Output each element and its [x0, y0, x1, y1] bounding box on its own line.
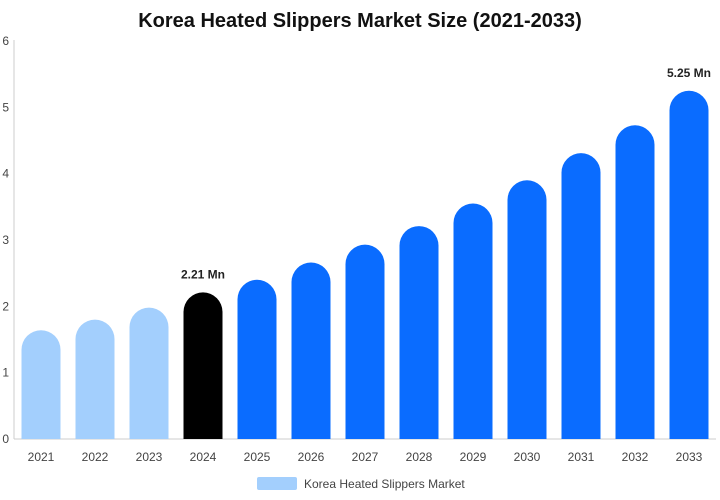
y-axis-ticks: 0 1 2 3 4 5 6 — [2, 34, 9, 446]
y-tick-label: 1 — [2, 366, 9, 380]
bar-2028 — [399, 226, 439, 439]
x-tick-label: 2031 — [568, 450, 595, 464]
bar-2023 — [129, 307, 169, 439]
y-tick-label: 2 — [2, 299, 9, 313]
x-tick-label: 2032 — [622, 450, 649, 464]
bar-2027 — [345, 244, 385, 439]
bar-2030 — [507, 180, 547, 440]
bar-2022 — [75, 319, 115, 439]
x-tick-label: 2021 — [28, 450, 55, 464]
x-tick-label: 2025 — [244, 450, 271, 464]
bar-2024 — [183, 292, 223, 439]
data-label-2033: 5.25 Mn — [667, 66, 711, 80]
bar-2021 — [21, 330, 61, 439]
x-tick-label: 2029 — [460, 450, 487, 464]
x-tick-label: 2033 — [676, 450, 703, 464]
y-tick-label: 0 — [2, 432, 9, 446]
bar-2025 — [237, 279, 277, 439]
bar-2032 — [615, 125, 655, 439]
x-tick-label: 2026 — [298, 450, 325, 464]
x-axis-ticks: 2021 2022 2023 2024 2025 2026 2027 2028 2029 2030… — [28, 450, 703, 464]
legend: Korea Heated Slippers Market — [257, 477, 465, 491]
x-tick-label: 2028 — [406, 450, 433, 464]
x-tick-label: 2027 — [352, 450, 379, 464]
bar-2031 — [561, 153, 601, 439]
legend-swatch — [257, 477, 297, 490]
y-tick-label: 4 — [2, 167, 9, 181]
chart-title: Korea Heated Slippers Market Size (2021-… — [138, 10, 582, 32]
bars — [21, 90, 709, 440]
bar-2033 — [669, 90, 709, 439]
bar-2029 — [453, 203, 493, 439]
legend-label: Korea Heated Slippers Market — [304, 477, 465, 491]
data-labels: 2.21 Mn 5.25 Mn — [181, 66, 711, 282]
y-tick-label: 3 — [2, 233, 9, 247]
x-tick-label: 2030 — [514, 450, 541, 464]
x-tick-label: 2023 — [136, 450, 163, 464]
x-tick-label: 2024 — [190, 450, 217, 464]
x-tick-label: 2022 — [82, 450, 109, 464]
bar-2026 — [291, 262, 331, 439]
y-tick-label: 6 — [2, 34, 9, 48]
y-tick-label: 5 — [2, 100, 9, 114]
data-label-2024: 2.21 Mn — [181, 267, 225, 281]
